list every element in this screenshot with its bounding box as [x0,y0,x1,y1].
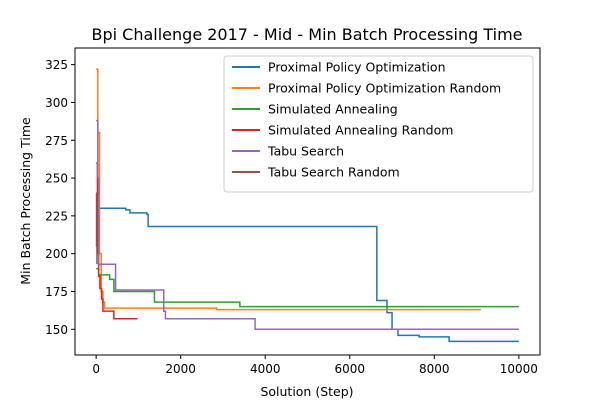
legend-label-tabu-search-random: Tabu Search Random [267,165,400,180]
series-line-tabu-search-random [95,192,98,265]
series-line-simulated-annealing [96,268,519,308]
legend-box [223,55,534,193]
legend-label-proximal-policy-optimization-random: Proximal Policy Optimization Random [268,81,501,96]
legend-label-tabu-search: Tabu Search [267,144,344,159]
chart-title: Bpi Challenge 2017 - Mid - Min Batch Pro… [92,25,523,44]
y-tick-label: 200 [45,247,68,261]
y-tick-label: 275 [45,134,68,148]
x-tick-label: 10000 [500,362,538,376]
y-axis-label: Min Batch Processing Time [18,117,33,285]
x-tick-label: 6000 [334,362,365,376]
x-axis-label: Solution (Step) [260,384,353,399]
y-tick-label: 300 [45,96,68,110]
series-line-proximal-policy-optimization [96,207,519,343]
x-tick-label: 2000 [165,362,196,376]
plot-lines [95,68,519,343]
legend-label-simulated-annealing: Simulated Annealing [268,102,398,117]
legend-label-proximal-policy-optimization: Proximal Policy Optimization [268,60,446,75]
legend-label-simulated-annealing-random: Simulated Annealing Random [268,123,453,138]
plot-frame [74,47,541,356]
legend: Proximal Policy Optimization Proximal Pol… [223,55,534,193]
x-axis-ticks: 0 2000 4000 6000 8000 10000 [92,355,538,376]
y-axis-ticks: 150 175 200 225 250 275 300 325 [45,58,75,337]
y-tick-label: 175 [45,285,68,299]
x-tick-label: 0 [92,362,100,376]
x-tick-label: 4000 [250,362,281,376]
y-tick-label: 150 [45,323,68,337]
y-tick-label: 325 [45,58,68,72]
series-line-tabu-search [96,119,519,331]
y-tick-label: 250 [45,172,68,186]
y-tick-label: 225 [45,209,68,223]
series-line-simulated-annealing-random [96,162,138,320]
x-tick-label: 8000 [419,362,450,376]
